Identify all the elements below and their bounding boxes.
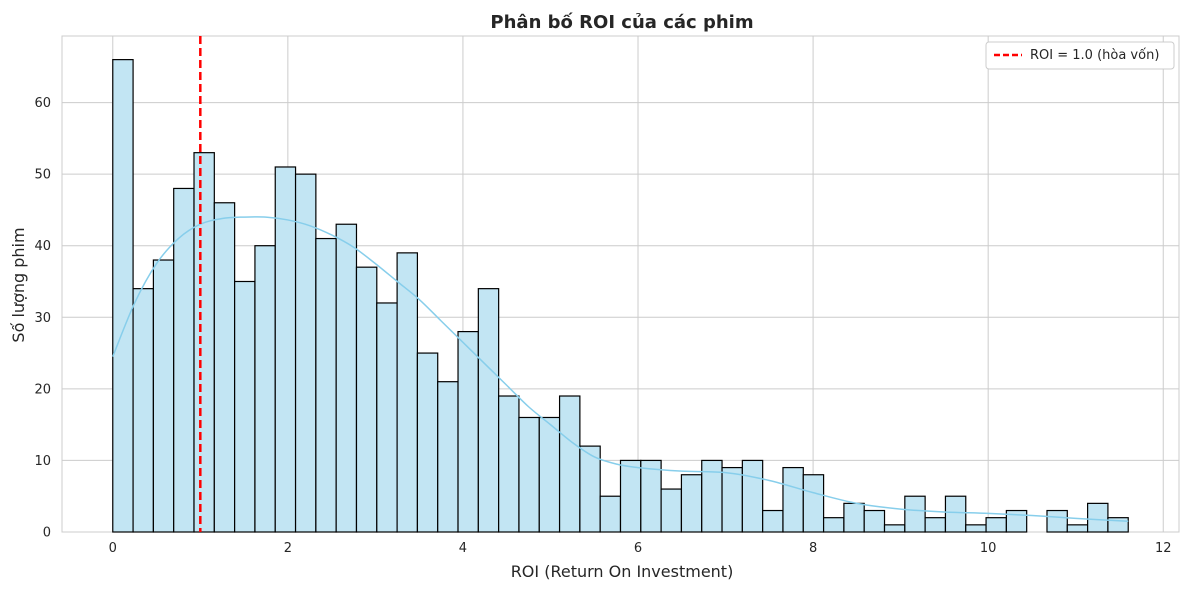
legend: ROI = 1.0 (hòa vốn) <box>985 41 1175 70</box>
histogram-bar <box>112 59 134 533</box>
histogram-bar <box>213 202 236 533</box>
chart-title: Phân bố ROI của các phim <box>490 12 753 33</box>
x-tick-label: 4 <box>459 541 467 556</box>
y-tick-label: 20 <box>34 382 51 397</box>
y-axis-ticks: 0 10 20 30 40 50 60 <box>34 96 51 540</box>
histogram-bar <box>822 517 845 533</box>
histogram-bar <box>619 459 642 533</box>
histogram-bar <box>518 416 540 533</box>
histogram-bar <box>904 495 926 533</box>
x-tick-label: 6 <box>634 541 642 556</box>
legend-label: ROI = 1.0 (hòa vốn) <box>1030 48 1159 63</box>
histogram-bar <box>254 245 276 533</box>
histogram-bars <box>112 59 1129 533</box>
histogram-bar <box>660 488 683 533</box>
x-tick-label: 12 <box>1155 541 1172 556</box>
histogram-bar <box>294 173 317 533</box>
x-axis-label: ROI (Return On Investment) <box>511 562 734 581</box>
histogram-bar <box>498 395 520 533</box>
histogram-bar <box>1066 524 1089 533</box>
histogram-bar <box>274 166 297 533</box>
y-axis-label: Số lượng phim <box>9 227 28 342</box>
y-tick-label: 0 <box>43 526 51 541</box>
histogram-bar <box>457 330 479 533</box>
histogram-bar <box>843 502 865 533</box>
histogram-bar <box>782 466 804 533</box>
x-axis-ticks: 0 2 4 6 8 10 12 <box>109 541 1172 556</box>
histogram-bar <box>640 459 662 533</box>
histogram-bar <box>762 509 784 533</box>
histogram-bar <box>477 288 500 533</box>
x-tick-label: 0 <box>109 541 117 556</box>
y-tick-label: 50 <box>34 168 51 183</box>
histogram-bar <box>863 509 886 533</box>
y-tick-label: 10 <box>34 454 51 469</box>
histogram-bar <box>1005 509 1028 533</box>
histogram-bar <box>944 495 967 533</box>
histogram-bar <box>802 474 825 533</box>
histogram-bar <box>985 517 1007 533</box>
histogram-bar <box>335 223 358 533</box>
histogram-bar <box>883 524 906 533</box>
histogram-bar <box>416 352 439 533</box>
kde-curve <box>112 216 1129 523</box>
histogram-bar <box>315 237 337 533</box>
histogram-bar <box>355 266 378 533</box>
x-tick-label: 2 <box>284 541 292 556</box>
histogram-bar <box>558 395 581 533</box>
histogram-bar <box>965 524 987 533</box>
histogram-bar <box>193 152 215 533</box>
histogram-bar <box>376 302 398 533</box>
y-tick-label: 30 <box>34 311 51 326</box>
histogram-bar <box>152 259 175 533</box>
histogram-bar <box>538 416 561 533</box>
x-tick-label: 10 <box>980 541 997 556</box>
legend-box <box>985 41 1175 70</box>
histogram-bar <box>741 459 764 533</box>
histogram-bar <box>132 288 154 533</box>
y-tick-label: 60 <box>34 96 51 111</box>
histogram-bar <box>599 495 622 533</box>
histogram-bar <box>721 466 743 533</box>
kde-curve-layer <box>112 216 1129 523</box>
histogram-bar <box>579 445 601 533</box>
histogram-bar <box>1046 509 1068 533</box>
histogram-bar <box>924 517 947 533</box>
x-tick-label: 8 <box>809 541 817 556</box>
histogram-bar <box>680 474 703 533</box>
histogram-bar <box>1087 502 1109 533</box>
histogram-bar <box>234 280 256 533</box>
histogram-bar <box>437 381 459 533</box>
y-tick-label: 40 <box>34 239 51 254</box>
